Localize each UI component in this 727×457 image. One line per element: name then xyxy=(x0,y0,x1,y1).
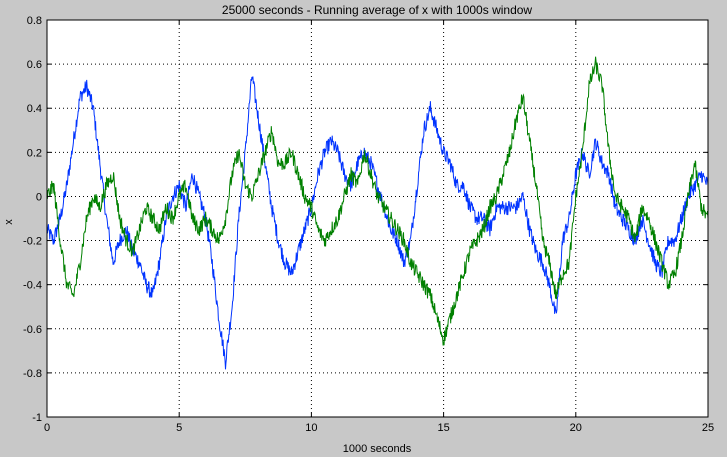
y-tick-label: -0.4 xyxy=(23,280,42,292)
series-group xyxy=(46,56,709,370)
y-tick-label: 0.8 xyxy=(27,15,42,27)
y-tick-label: -0.8 xyxy=(23,368,42,380)
ticks: 0 5 10 15 20 25 -1 -0.8 -0.6 -0.4 -0.2 0 0.2 0.4 0.6 0.… xyxy=(23,15,714,434)
y-tick-label: 0.2 xyxy=(27,147,42,159)
x-tick-label: 10 xyxy=(305,422,317,434)
y-tick-label: 0 xyxy=(36,191,42,203)
y-tick-label: -0.6 xyxy=(23,324,42,336)
y-axis-label: x xyxy=(3,219,15,225)
y-tick-label: -1 xyxy=(32,412,42,424)
plot-area xyxy=(47,20,708,417)
x-tick-label: 20 xyxy=(570,422,582,434)
x-tick-label: 15 xyxy=(437,422,449,434)
chart-title: 25000 seconds - Running average of x wit… xyxy=(222,3,533,17)
x-tick-label: 25 xyxy=(702,422,714,434)
y-tick-label: -0.2 xyxy=(23,236,42,248)
x-axis-label: 1000 seconds xyxy=(343,443,412,455)
y-tick-label: 0.4 xyxy=(27,103,42,115)
x-tick-label: 0 xyxy=(44,422,50,434)
y-tick-label: 0.6 xyxy=(27,59,42,71)
x-tick-label: 5 xyxy=(176,422,182,434)
series-line-2 xyxy=(46,56,709,346)
plot-frame xyxy=(46,19,709,418)
